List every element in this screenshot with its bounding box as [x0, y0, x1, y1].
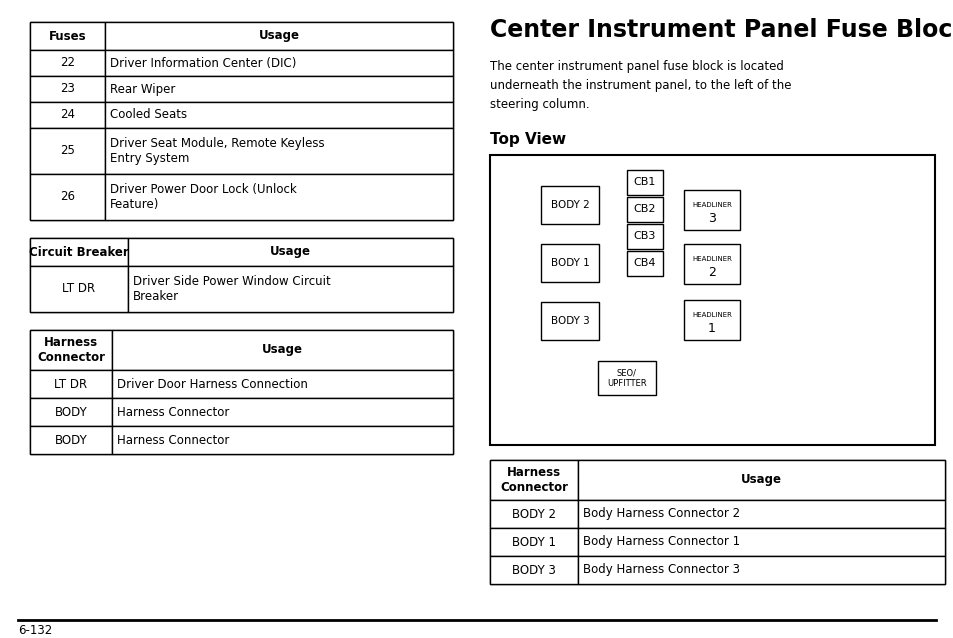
Bar — [683, 244, 740, 284]
Text: Driver Side Power Window Circuit
Breaker: Driver Side Power Window Circuit Breaker — [132, 275, 331, 303]
Text: CB4: CB4 — [633, 258, 656, 268]
Text: Usage: Usage — [262, 343, 303, 357]
Bar — [105, 174, 453, 220]
Bar — [30, 174, 105, 220]
Text: 6-132: 6-132 — [18, 623, 52, 637]
Bar — [30, 238, 453, 312]
Text: LT DR: LT DR — [54, 378, 88, 390]
Bar — [490, 460, 578, 500]
Bar — [105, 128, 453, 174]
Bar — [30, 398, 112, 426]
Bar — [490, 155, 934, 445]
Bar — [578, 460, 944, 500]
Bar — [30, 128, 105, 174]
Text: CB3: CB3 — [633, 231, 656, 241]
Text: 23: 23 — [60, 82, 75, 96]
Bar — [30, 76, 105, 102]
Bar — [626, 197, 662, 221]
Text: BODY 3: BODY 3 — [512, 563, 556, 577]
Text: Harness
Connector: Harness Connector — [37, 336, 105, 364]
Text: 25: 25 — [60, 144, 75, 158]
Text: BODY 3: BODY 3 — [550, 316, 589, 326]
Bar — [626, 170, 662, 195]
Bar — [112, 398, 453, 426]
Text: SEO/
UPFITTER: SEO/ UPFITTER — [606, 368, 646, 388]
Text: Cooled Seats: Cooled Seats — [110, 108, 187, 121]
Bar — [112, 426, 453, 454]
Text: Harness
Connector: Harness Connector — [499, 466, 567, 494]
Text: Usage: Usage — [740, 473, 781, 487]
Text: 24: 24 — [60, 108, 75, 121]
Text: BODY 2: BODY 2 — [512, 507, 556, 521]
Text: Harness Connector: Harness Connector — [117, 406, 229, 419]
Text: CB1: CB1 — [633, 177, 656, 187]
Text: Harness Connector: Harness Connector — [117, 433, 229, 447]
Text: BODY: BODY — [54, 433, 88, 447]
Text: BODY 1: BODY 1 — [512, 535, 556, 549]
Text: BODY: BODY — [54, 406, 88, 419]
Text: Body Harness Connector 2: Body Harness Connector 2 — [582, 507, 740, 521]
Text: 1: 1 — [707, 322, 715, 336]
Bar — [105, 50, 453, 76]
Text: 2: 2 — [707, 266, 715, 279]
Text: 26: 26 — [60, 191, 75, 204]
Bar — [490, 556, 578, 584]
Bar — [540, 244, 598, 282]
Text: 22: 22 — [60, 57, 75, 70]
Text: Circuit Breaker: Circuit Breaker — [30, 246, 129, 258]
Bar — [490, 528, 578, 556]
Bar — [30, 50, 105, 76]
Text: Body Harness Connector 1: Body Harness Connector 1 — [582, 535, 740, 549]
Bar — [30, 22, 453, 220]
Text: Driver Seat Module, Remote Keyless
Entry System: Driver Seat Module, Remote Keyless Entry… — [110, 137, 324, 165]
Bar — [30, 426, 112, 454]
Text: BODY 1: BODY 1 — [550, 258, 589, 268]
Bar — [105, 76, 453, 102]
Bar — [30, 330, 112, 370]
Bar — [578, 500, 944, 528]
Text: CB2: CB2 — [633, 204, 656, 214]
Text: Driver Door Harness Connection: Driver Door Harness Connection — [117, 378, 308, 390]
Text: HEADLINER: HEADLINER — [691, 312, 731, 318]
Text: Center Instrument Panel Fuse Block: Center Instrument Panel Fuse Block — [490, 18, 953, 42]
Bar — [578, 528, 944, 556]
Bar — [540, 302, 598, 340]
Bar — [128, 266, 453, 312]
Bar — [30, 330, 453, 454]
Bar — [490, 500, 578, 528]
Text: Rear Wiper: Rear Wiper — [110, 82, 175, 96]
Text: Usage: Usage — [258, 29, 299, 43]
Bar — [105, 102, 453, 128]
Bar — [540, 186, 598, 224]
Bar — [30, 266, 128, 312]
Text: LT DR: LT DR — [62, 283, 95, 295]
Bar — [626, 223, 662, 248]
Text: Driver Information Center (DIC): Driver Information Center (DIC) — [110, 57, 296, 70]
Bar — [112, 330, 453, 370]
Text: 3: 3 — [707, 212, 715, 225]
Bar — [626, 251, 662, 276]
Bar — [598, 361, 656, 395]
Text: The center instrument panel fuse block is located
underneath the instrument pane: The center instrument panel fuse block i… — [490, 60, 791, 111]
Text: HEADLINER: HEADLINER — [691, 202, 731, 208]
Bar — [30, 102, 105, 128]
Bar — [30, 238, 128, 266]
Text: BODY 2: BODY 2 — [550, 200, 589, 210]
Bar — [490, 460, 944, 584]
Bar — [128, 238, 453, 266]
Bar — [578, 556, 944, 584]
Text: Driver Power Door Lock (Unlock
Feature): Driver Power Door Lock (Unlock Feature) — [110, 183, 296, 211]
Bar — [30, 22, 105, 50]
Bar — [105, 22, 453, 50]
Text: Fuses: Fuses — [49, 29, 86, 43]
Text: Usage: Usage — [270, 246, 311, 258]
Bar — [683, 190, 740, 230]
Bar — [112, 370, 453, 398]
Text: Top View: Top View — [490, 132, 565, 147]
Bar — [683, 300, 740, 340]
Text: HEADLINER: HEADLINER — [691, 256, 731, 262]
Text: Body Harness Connector 3: Body Harness Connector 3 — [582, 563, 740, 577]
Bar — [30, 370, 112, 398]
